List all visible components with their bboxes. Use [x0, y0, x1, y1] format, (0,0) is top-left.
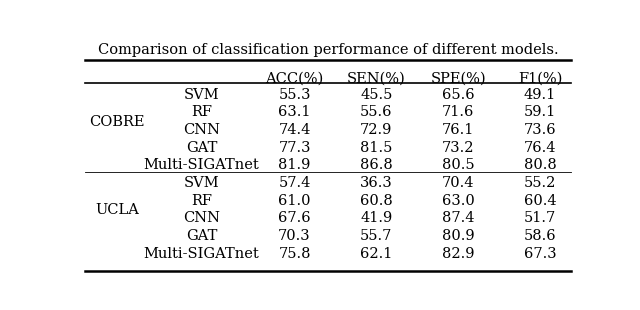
Text: 73.6: 73.6: [524, 123, 556, 137]
Text: 60.4: 60.4: [524, 194, 556, 208]
Text: CNN: CNN: [183, 211, 220, 225]
Text: 65.6: 65.6: [442, 88, 474, 102]
Text: 59.1: 59.1: [524, 105, 556, 119]
Text: F1(%): F1(%): [518, 72, 562, 86]
Text: 70.4: 70.4: [442, 176, 474, 190]
Text: 75.8: 75.8: [278, 247, 311, 261]
Text: Comparison of classification performance of different models.: Comparison of classification performance…: [98, 43, 558, 57]
Text: GAT: GAT: [186, 141, 217, 155]
Text: 58.6: 58.6: [524, 229, 556, 243]
Text: 55.7: 55.7: [360, 229, 392, 243]
Text: SVM: SVM: [184, 176, 220, 190]
Text: CNN: CNN: [183, 123, 220, 137]
Text: RF: RF: [191, 194, 212, 208]
Text: GAT: GAT: [186, 229, 217, 243]
Text: 55.6: 55.6: [360, 105, 392, 119]
Text: 49.1: 49.1: [524, 88, 556, 102]
Text: 81.5: 81.5: [360, 141, 392, 155]
Text: 73.2: 73.2: [442, 141, 474, 155]
Text: 67.3: 67.3: [524, 247, 556, 261]
Text: 62.1: 62.1: [360, 247, 392, 261]
Text: 60.8: 60.8: [360, 194, 393, 208]
Text: SEN(%): SEN(%): [347, 72, 406, 86]
Text: 80.9: 80.9: [442, 229, 474, 243]
Text: 82.9: 82.9: [442, 247, 474, 261]
Text: 80.8: 80.8: [524, 158, 556, 172]
Text: 86.8: 86.8: [360, 158, 393, 172]
Text: 55.3: 55.3: [278, 88, 311, 102]
Text: RF: RF: [191, 105, 212, 119]
Text: 81.9: 81.9: [278, 158, 310, 172]
Text: 61.0: 61.0: [278, 194, 311, 208]
Text: Multi-SIGATnet: Multi-SIGATnet: [143, 247, 259, 261]
Text: 76.4: 76.4: [524, 141, 556, 155]
Text: 63.0: 63.0: [442, 194, 475, 208]
Text: 77.3: 77.3: [278, 141, 311, 155]
Text: 76.1: 76.1: [442, 123, 474, 137]
Text: 71.6: 71.6: [442, 105, 474, 119]
Text: 51.7: 51.7: [524, 211, 556, 225]
Text: ACC(%): ACC(%): [266, 72, 324, 86]
Text: 67.6: 67.6: [278, 211, 311, 225]
Text: COBRE: COBRE: [90, 115, 145, 129]
Text: 72.9: 72.9: [360, 123, 392, 137]
Text: 55.2: 55.2: [524, 176, 556, 190]
Text: Multi-SIGATnet: Multi-SIGATnet: [143, 158, 259, 172]
Text: UCLA: UCLA: [95, 203, 139, 218]
Text: 57.4: 57.4: [278, 176, 310, 190]
Text: 87.4: 87.4: [442, 211, 474, 225]
Text: 70.3: 70.3: [278, 229, 311, 243]
Text: 80.5: 80.5: [442, 158, 474, 172]
Text: SPE(%): SPE(%): [430, 72, 486, 86]
Text: 63.1: 63.1: [278, 105, 311, 119]
Text: 45.5: 45.5: [360, 88, 392, 102]
Text: 74.4: 74.4: [278, 123, 310, 137]
Text: 41.9: 41.9: [360, 211, 392, 225]
Text: SVM: SVM: [184, 88, 220, 102]
Text: 36.3: 36.3: [360, 176, 393, 190]
